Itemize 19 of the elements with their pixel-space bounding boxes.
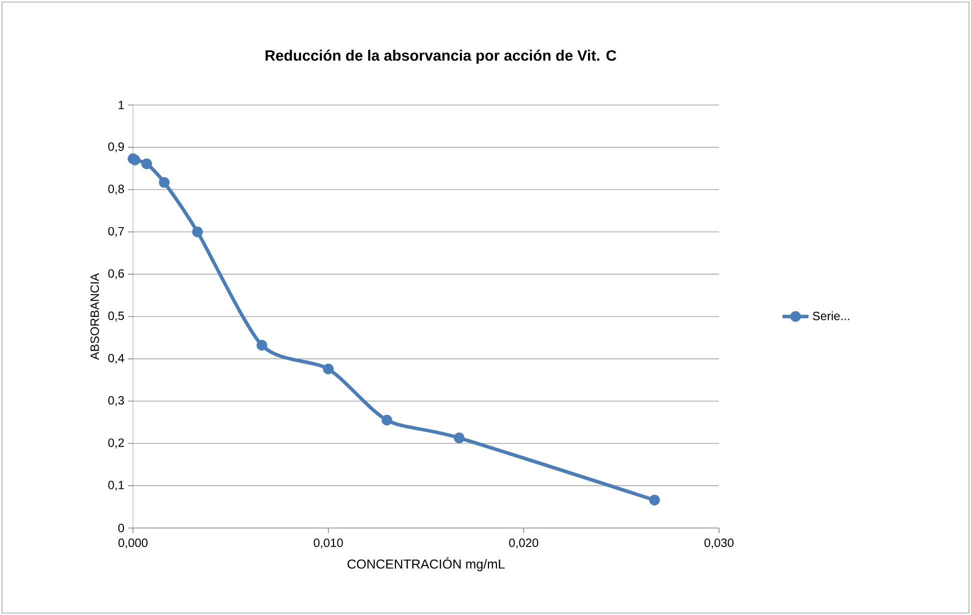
legend-label: Serie... — [812, 311, 850, 320]
chart-title: Reducción de la absorvancia por acción de Vit. C — [266, 50, 616, 64]
x-tick-label: 0,000 — [118, 538, 148, 548]
y-tick-label: 0,7 — [108, 226, 124, 237]
y-tick-label: 0,8 — [108, 184, 124, 195]
y-tick-label: 0,9 — [108, 142, 124, 152]
x-axis-title: CONCENTRACIÓN mg/mL — [348, 557, 505, 572]
y-tick-label: 1 — [118, 100, 124, 110]
x-tick-label: 0,020 — [509, 538, 538, 548]
y-tick-label: 0,6 — [108, 269, 124, 280]
y-tick-label: 0,3 — [108, 396, 124, 406]
y-tick-label: 0,5 — [108, 312, 124, 322]
y-tick-label: 0,1 — [108, 480, 124, 491]
y-axis-title: ABSORBANCIA — [90, 273, 99, 360]
x-tick-label: 0,010 — [314, 538, 343, 548]
y-tick-label: 0,4 — [108, 354, 124, 364]
x-tick-label: 0,030 — [704, 538, 734, 548]
y-tick-label: 0 — [118, 524, 124, 532]
y-tick-label: 0,2 — [108, 438, 124, 448]
